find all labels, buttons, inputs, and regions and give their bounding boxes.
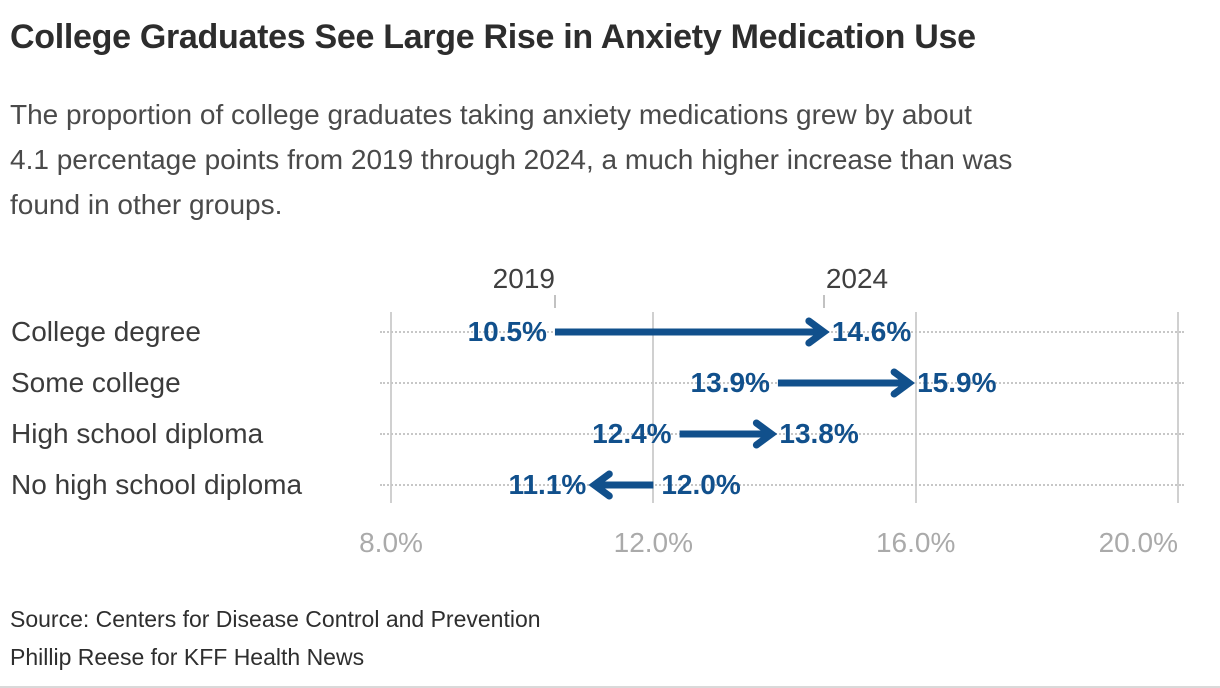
source-line: Source: Centers for Disease Control and … bbox=[10, 606, 541, 632]
row-gridline-3 bbox=[380, 484, 1184, 486]
year-header-2024: 2024 bbox=[825, 263, 889, 294]
bottom-border bbox=[0, 686, 1220, 688]
end-value-label: 14.6% bbox=[831, 316, 912, 347]
year-tick-2019 bbox=[553, 295, 556, 308]
byline: Phillip Reese for KFF Health News bbox=[10, 644, 365, 670]
x-gridline-12.0% bbox=[652, 312, 655, 503]
subtitle-line-2: 4.1 percentage points from 2019 through … bbox=[10, 144, 1013, 175]
x-axis-label-8.0%: 8.0% bbox=[359, 527, 423, 558]
start-value-label: 12.0% bbox=[661, 469, 741, 500]
category-label: Some college bbox=[11, 367, 181, 398]
category-label: High school diploma bbox=[11, 418, 264, 449]
end-value-label: 13.8% bbox=[779, 418, 859, 449]
x-axis-label-16.0%: 16.0% bbox=[875, 527, 956, 558]
year-tick-2024 bbox=[822, 295, 825, 308]
end-value-label: 15.9% bbox=[917, 367, 997, 398]
start-value-label: 12.4% bbox=[592, 418, 672, 449]
page-title: College Graduates See Large Rise in Anxi… bbox=[10, 18, 976, 56]
x-gridline-20.0% bbox=[1177, 312, 1179, 503]
end-value-label: 11.1% bbox=[508, 469, 587, 500]
subtitle-line-1: The proportion of college graduates taki… bbox=[10, 99, 972, 130]
x-gridline-16.0% bbox=[914, 312, 917, 503]
x-gridline-8.0% bbox=[390, 312, 392, 503]
chart-subtitle: The proportion of college graduates taki… bbox=[10, 92, 1012, 227]
start-value-label: 13.9% bbox=[690, 367, 770, 398]
category-label: College degree bbox=[11, 316, 201, 347]
row-gridline-2 bbox=[380, 433, 1184, 435]
start-value-label: 10.5% bbox=[467, 316, 547, 347]
row-gridline-1 bbox=[380, 382, 1184, 384]
x-axis-label-12.0%: 12.0% bbox=[613, 527, 694, 558]
x-axis-label-20.0%: 20.0% bbox=[1098, 527, 1178, 558]
year-header-2019: 2019 bbox=[492, 263, 555, 294]
category-label: No high school diploma bbox=[11, 469, 303, 500]
subtitle-line-3: found in other groups. bbox=[10, 189, 283, 220]
